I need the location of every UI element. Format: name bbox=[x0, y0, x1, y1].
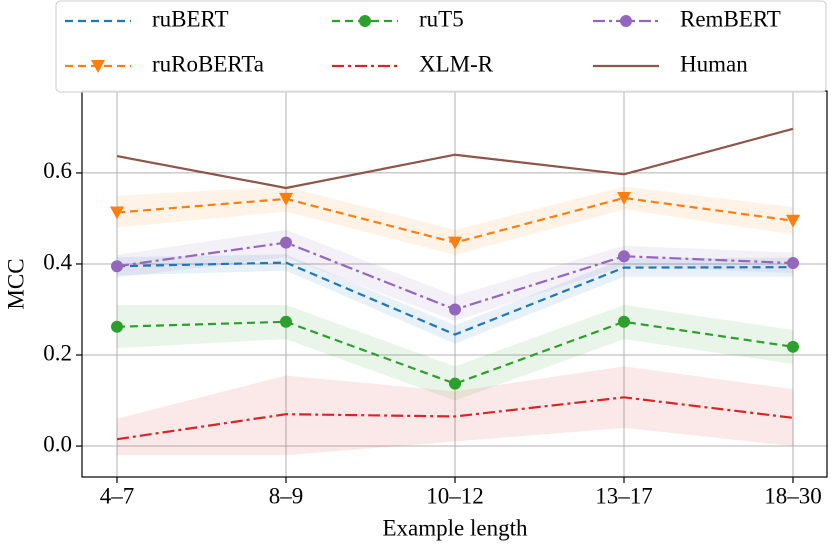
series-line bbox=[116, 127, 794, 190]
legend: ruBERT ruRoBERTa ruT5 XLM-R RemBERT Human bbox=[55, 0, 827, 93]
x-axis-label: Example length bbox=[383, 515, 528, 540]
marker bbox=[449, 377, 461, 390]
marker bbox=[620, 15, 632, 27]
series-line bbox=[116, 261, 794, 336]
series-line bbox=[116, 396, 794, 441]
marker bbox=[618, 250, 630, 263]
series-line bbox=[116, 320, 794, 385]
marker bbox=[280, 315, 292, 328]
x-tick-label: 13–17 bbox=[595, 483, 653, 508]
marker bbox=[618, 315, 630, 328]
confidence-band bbox=[117, 304, 793, 401]
y-tick-label: 0.2 bbox=[43, 340, 72, 365]
x-tick-label: 8–9 bbox=[269, 483, 304, 508]
marker bbox=[617, 191, 631, 205]
y-axis-label: MCC bbox=[3, 258, 28, 309]
marker bbox=[91, 60, 105, 73]
legend-label: Human bbox=[680, 51, 748, 76]
y-tick-label: 0.0 bbox=[43, 431, 72, 456]
marker bbox=[786, 214, 800, 228]
marker bbox=[111, 260, 123, 273]
marker bbox=[449, 303, 461, 316]
confidence-band bbox=[117, 254, 793, 344]
marker bbox=[279, 192, 293, 206]
marker bbox=[787, 257, 799, 270]
x-tick-label: 4–7 bbox=[100, 483, 135, 508]
marker bbox=[448, 236, 462, 250]
legend-label: XLM-R bbox=[419, 51, 494, 76]
legend-box bbox=[55, 0, 827, 93]
marker bbox=[280, 236, 292, 249]
legend-label: ruRoBERTa bbox=[152, 51, 264, 76]
x-tick-label: 10–12 bbox=[426, 483, 484, 508]
y-tick-label: 0.6 bbox=[43, 158, 72, 183]
legend-label: RemBERT bbox=[680, 6, 781, 31]
confidence-band bbox=[117, 366, 793, 456]
marker bbox=[359, 15, 371, 27]
x-tick-label: 18–30 bbox=[764, 483, 822, 508]
marker bbox=[111, 320, 123, 333]
marker bbox=[787, 340, 799, 353]
marker bbox=[110, 206, 124, 220]
legend-label: ruT5 bbox=[419, 6, 464, 31]
legend-label: ruBERT bbox=[152, 6, 229, 31]
y-tick-label: 0.4 bbox=[43, 249, 72, 274]
